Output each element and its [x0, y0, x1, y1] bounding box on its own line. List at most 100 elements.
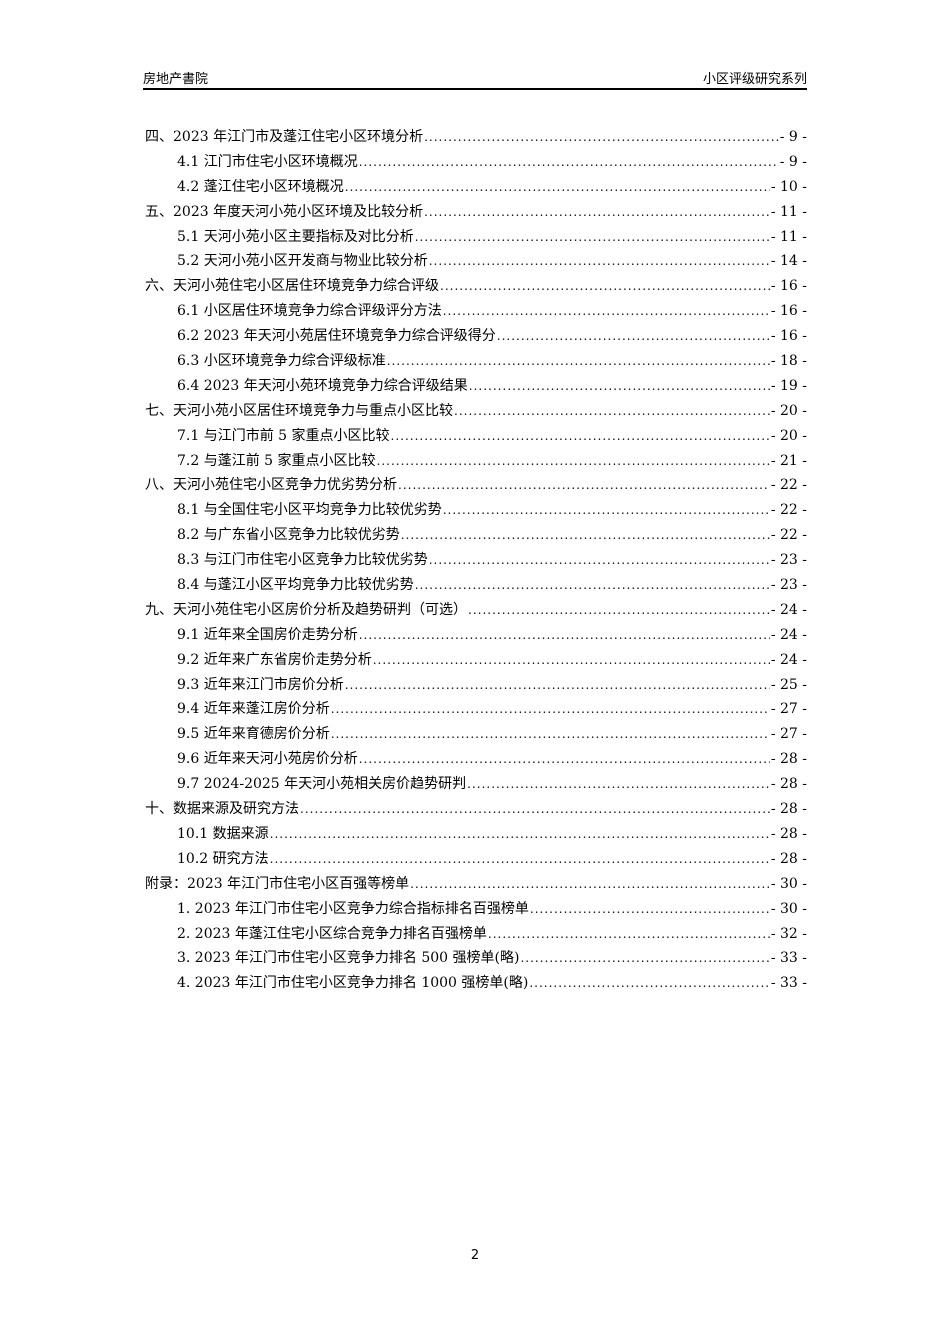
toc-page: - 22 -	[770, 502, 807, 519]
toc-entry[interactable]: 2. 2023 年蓬江住宅小区综合竞争力排名百强榜单 - 32 -	[145, 923, 807, 948]
dot-leader	[429, 553, 770, 567]
toc-entry[interactable]: 4.1 江门市住宅小区环境概况 - 9 -	[145, 151, 807, 176]
toc-entry[interactable]: 9.2 近年来广东省房价走势分析 - 24 -	[145, 649, 807, 674]
toc-label: 6.4 2023 年天河小苑环境竞争力综合评级结果	[177, 377, 468, 394]
dot-leader	[440, 279, 770, 293]
dot-leader	[270, 852, 770, 866]
dot-leader	[424, 130, 779, 144]
toc-entry[interactable]: 1. 2023 年江门市住宅小区竞争力综合指标排名百强榜单 - 30 -	[145, 898, 807, 923]
toc-label: 九、天河小苑住宅小区房价分析及趋势研判（可选）	[145, 601, 467, 618]
toc-entry[interactable]: 6.4 2023 年天河小苑环境竞争力综合评级结果 - 19 -	[145, 375, 807, 400]
dot-leader	[469, 379, 770, 393]
toc-entry[interactable]: 9.4 近年来蓬江房价分析 - 27 -	[145, 698, 807, 723]
toc-entry[interactable]: 3. 2023 年江门市住宅小区竞争力排名 500 强榜单(略) - 33 -	[145, 947, 807, 972]
toc-label: 10.1 数据来源	[177, 825, 269, 842]
dot-leader	[429, 254, 770, 268]
toc-entry[interactable]: 5.2 天河小苑小区开发商与物业比较分析 - 14 -	[145, 250, 807, 275]
dot-leader	[373, 653, 770, 667]
toc-page: - 28 -	[770, 825, 807, 842]
toc-label: 6.3 小区环境竞争力综合评级标准	[177, 353, 386, 370]
dot-leader	[377, 454, 770, 468]
toc-entry[interactable]: 9.3 近年来江门市房价分析 - 25 -	[145, 674, 807, 699]
dot-leader	[387, 354, 770, 368]
toc-page: - 33 -	[770, 975, 807, 992]
header-left: 房地产書院	[143, 72, 209, 87]
toc-page: - 11 -	[770, 228, 807, 245]
toc-entry[interactable]: 8.3 与江门市住宅小区竞争力比较优劣势 - 23 -	[145, 549, 807, 574]
dot-leader	[300, 802, 770, 816]
dot-leader	[359, 628, 770, 642]
toc-entry[interactable]: 10.2 研究方法 - 28 -	[145, 848, 807, 873]
dot-leader	[331, 702, 770, 716]
toc-entry[interactable]: 9.7 2024-2025 年天河小苑相关房价趋势研判 - 28 -	[145, 773, 807, 798]
toc-label: 4.1 江门市住宅小区环境概况	[177, 153, 358, 170]
dot-leader	[520, 951, 769, 965]
toc-label: 1. 2023 年江门市住宅小区竞争力综合指标排名百强榜单	[177, 900, 529, 917]
toc-entry[interactable]: 七、天河小苑小区居住环境竞争力与重点小区比较 - 20 -	[145, 400, 807, 425]
toc-page: - 22 -	[770, 477, 807, 494]
dot-leader	[443, 503, 770, 517]
toc-label: 9.5 近年来育德房价分析	[177, 726, 330, 743]
dot-leader	[331, 727, 770, 741]
toc-entry[interactable]: 8.1 与全国住宅小区平均竞争力比较优劣势 - 22 -	[145, 499, 807, 524]
toc-page: - 9 -	[779, 129, 807, 145]
toc-page: - 16 -	[770, 303, 807, 320]
toc-entry[interactable]: 7.1 与江门市前 5 家重点小区比较 - 20 -	[145, 425, 807, 450]
toc-label: 五、2023 年度天河小苑小区环境及比较分析	[145, 203, 424, 220]
dot-leader	[530, 902, 770, 916]
toc-entry[interactable]: 6.1 小区居住环境竞争力综合评级评分方法 - 16 -	[145, 300, 807, 325]
toc-entry[interactable]: 4.2 蓬江住宅小区环境概况 - 10 -	[145, 176, 807, 201]
header-right: 小区评级研究系列	[702, 72, 807, 87]
toc-page: - 30 -	[770, 875, 807, 892]
toc-label: 七、天河小苑小区居住环境竞争力与重点小区比较	[145, 402, 453, 419]
toc-label: 六、天河小苑住宅小区居住环境竞争力综合评级	[145, 278, 439, 295]
toc-label: 5.1 天河小苑小区主要指标及对比分析	[177, 228, 414, 245]
dot-leader	[415, 578, 770, 592]
toc-entry[interactable]: 9.1 近年来全国房价走势分析 - 24 -	[145, 624, 807, 649]
dot-leader	[410, 877, 770, 891]
toc-page: - 28 -	[770, 850, 807, 867]
toc-page: - 24 -	[770, 626, 807, 643]
toc-entry[interactable]: 五、2023 年度天河小苑小区环境及比较分析 - 11 -	[145, 201, 807, 226]
toc-label: 7.1 与江门市前 5 家重点小区比较	[177, 427, 390, 444]
toc-entry[interactable]: 附录：2023 年江门市住宅小区百强等榜单 - 30 -	[145, 873, 807, 898]
toc-label: 四、2023 年江门市及蓬江住宅小区环境分析	[145, 129, 424, 145]
toc-page: - 18 -	[770, 353, 807, 370]
toc-entry[interactable]: 9.6 近年来天河小苑房价分析 - 28 -	[145, 748, 807, 773]
toc-page: - 28 -	[770, 751, 807, 768]
dot-leader	[468, 603, 770, 617]
toc-page: - 28 -	[770, 776, 807, 793]
toc-page: - 19 -	[770, 377, 807, 394]
toc-page: - 32 -	[770, 925, 807, 942]
toc-entry[interactable]: 6.2 2023 年天河小苑居住环境竞争力综合评级得分 - 16 -	[145, 325, 807, 350]
toc-entry[interactable]: 7.2 与蓬江前 5 家重点小区比较 - 21 -	[145, 450, 807, 475]
toc-entry[interactable]: 六、天河小苑住宅小区居住环境竞争力综合评级 - 16 -	[145, 275, 807, 300]
toc-label: 八、天河小苑住宅小区竞争力优劣势分析	[145, 477, 397, 494]
toc-page: - 30 -	[770, 900, 807, 917]
toc-label: 3. 2023 年江门市住宅小区竞争力排名 500 强榜单(略)	[177, 950, 520, 967]
toc-entry[interactable]: 八、天河小苑住宅小区竞争力优劣势分析 - 22 -	[145, 474, 807, 499]
toc-page: - 23 -	[770, 552, 807, 569]
toc-entry[interactable]: 9.5 近年来育德房价分析 - 27 -	[145, 723, 807, 748]
toc-entry[interactable]: 4. 2023 年江门市住宅小区竞争力排名 1000 强榜单(略) - 33 -	[145, 972, 807, 997]
toc-entry[interactable]: 10.1 数据来源 - 28 -	[145, 823, 807, 848]
toc-entry[interactable]: 九、天河小苑住宅小区房价分析及趋势研判（可选） - 24 -	[145, 599, 807, 624]
toc-entry[interactable]: 5.1 天河小苑小区主要指标及对比分析 - 11 -	[145, 226, 807, 251]
toc-entry[interactable]: 8.4 与蓬江小区平均竞争力比较优劣势 - 23 -	[145, 574, 807, 599]
toc-page: - 24 -	[770, 651, 807, 668]
table-of-contents: 四、2023 年江门市及蓬江住宅小区环境分析- 9 -4.1 江门市住宅小区环境…	[145, 126, 807, 997]
toc-label: 2. 2023 年蓬江住宅小区综合竞争力排名百强榜单	[177, 925, 487, 942]
toc-page: - 24 -	[770, 601, 807, 618]
toc-entry[interactable]: 8.2 与广东省小区竞争力比较优劣势 - 22 -	[145, 524, 807, 549]
toc-page: - 9 -	[779, 153, 807, 170]
toc-entry[interactable]: 6.3 小区环境竞争力综合评级标准 - 18 -	[145, 350, 807, 375]
toc-label: 9.4 近年来蓬江房价分析	[177, 701, 330, 718]
toc-page: - 11 -	[770, 203, 807, 220]
toc-label: 9.2 近年来广东省房价走势分析	[177, 651, 372, 668]
toc-label: 7.2 与蓬江前 5 家重点小区比较	[177, 452, 376, 469]
dot-leader	[454, 404, 770, 418]
toc-entry[interactable]: 四、2023 年江门市及蓬江住宅小区环境分析 - 9 -	[145, 126, 807, 151]
toc-label: 9.7 2024-2025 年天河小苑相关房价趋势研判	[177, 776, 467, 793]
dot-leader	[443, 304, 770, 318]
toc-entry[interactable]: 十、数据来源及研究方法 - 28 -	[145, 798, 807, 823]
